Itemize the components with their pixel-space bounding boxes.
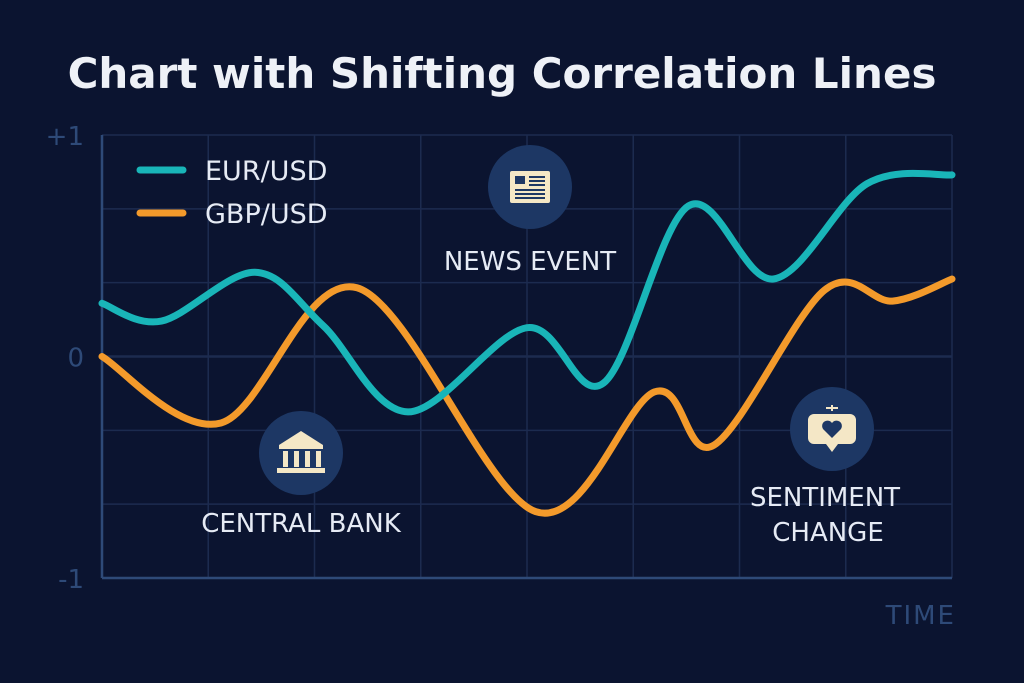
newspaper-line bbox=[515, 197, 545, 199]
newspaper-line bbox=[515, 193, 545, 195]
heart-shape bbox=[822, 420, 842, 438]
bank-roof bbox=[279, 431, 323, 445]
icon-badge bbox=[259, 411, 343, 495]
annotation-label-line: SENTIMENT bbox=[750, 483, 900, 513]
annotation-label-line: CHANGE bbox=[772, 518, 884, 548]
x-axis-label: TIME bbox=[885, 601, 956, 631]
bank-icon bbox=[259, 411, 343, 495]
newspaper-icon bbox=[488, 145, 572, 229]
y-tick-label: +1 bbox=[46, 122, 84, 152]
series-line-gbpusd bbox=[98, 275, 956, 517]
annotations: NEWS EVENT CENTRAL BANK SENTIMENT CHANGE bbox=[201, 145, 900, 548]
heart-speech-icon bbox=[790, 387, 874, 471]
annotation-label-sentiment-change: SENTIMENT CHANGE bbox=[750, 483, 900, 548]
newspaper-line bbox=[529, 176, 545, 178]
y-tick-label: 0 bbox=[67, 344, 84, 374]
newspaper-photo bbox=[515, 176, 525, 184]
legend: EUR/USD GBP/USD bbox=[136, 156, 328, 230]
newspaper-line bbox=[529, 184, 545, 186]
bank-column bbox=[294, 451, 299, 467]
series-line-eurusd bbox=[98, 169, 956, 416]
newspaper-line bbox=[529, 180, 545, 182]
y-tick-label: -1 bbox=[58, 565, 84, 595]
bank-column bbox=[283, 451, 288, 467]
annotation-label-central-bank: CENTRAL BANK bbox=[201, 509, 402, 539]
annotation-label-news-event: NEWS EVENT bbox=[444, 247, 616, 277]
bank-column bbox=[305, 451, 310, 467]
series-lines bbox=[98, 169, 956, 517]
bank-column bbox=[316, 451, 321, 467]
newspaper-line bbox=[515, 189, 545, 191]
bank-lintel bbox=[279, 445, 323, 449]
chart-title: Chart with Shifting Correlation Lines bbox=[68, 49, 937, 98]
legend-label-eurusd: EUR/USD bbox=[205, 156, 327, 187]
bank-base bbox=[277, 468, 325, 473]
legend-label-gbpusd: GBP/USD bbox=[205, 199, 328, 230]
